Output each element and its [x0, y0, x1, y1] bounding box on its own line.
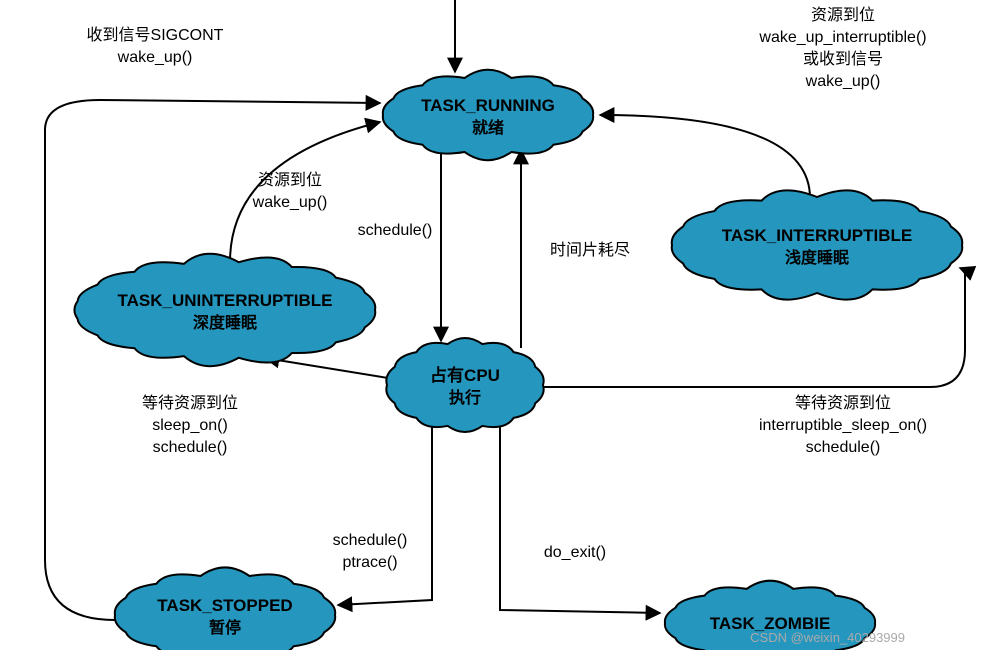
label-wakeup-res-2: wake_up(): [252, 194, 328, 211]
label-intwake-3: 或收到信号: [803, 50, 883, 68]
watermark: CSDN @weixin_40293999: [750, 630, 905, 645]
edge-doexit: [500, 425, 660, 613]
label-isleep-2: interruptible_sleep_on(): [759, 417, 927, 434]
node-cpu: 占有CPU 执行: [386, 338, 543, 432]
label-ptrace-1: schedule(): [333, 532, 408, 549]
label-intwake-4: wake_up(): [805, 73, 881, 90]
node-cpu-sub: 执行: [449, 388, 481, 407]
node-unint: TASK_UNINTERRUPTIBLE 深度睡眠: [74, 254, 375, 366]
label-sleep-3: schedule(): [153, 439, 228, 456]
label-wakeup-res-1: 资源到位: [258, 171, 322, 189]
label-sleep-1: 等待资源到位: [142, 394, 238, 412]
node-int-title: TASK_INTERRUPTIBLE: [722, 226, 912, 245]
node-unint-sub: 深度睡眠: [193, 313, 257, 332]
label-sigcont-2: wake_up(): [117, 49, 193, 66]
node-int-sub: 浅度睡眠: [785, 248, 849, 267]
node-running-title: TASK_RUNNING: [421, 96, 555, 115]
node-running: TASK_RUNNING 就绪: [383, 70, 593, 160]
node-running-sub: 就绪: [472, 118, 504, 137]
edge-ptrace: [338, 425, 432, 605]
nodes: TASK_RUNNING 就绪占有CPU 执行 TASK_UNINTERRUPTIBL…: [74, 70, 962, 650]
node-stopped-title: TASK_STOPPED: [157, 596, 292, 615]
label-doexit: do_exit(): [544, 544, 606, 561]
label-ptrace-2: ptrace(): [342, 554, 397, 571]
label-isleep-3: schedule(): [806, 439, 881, 456]
label-sigcont-1: 收到信号SIGCONT: [87, 26, 224, 44]
edge-sleepon: [265, 358, 388, 378]
edge-wakeup-unint: [230, 122, 380, 262]
node-int: TASK_INTERRUPTIBLE 浅度睡眠: [672, 190, 963, 299]
node-unint-title: TASK_UNINTERRUPTIBLE: [117, 291, 332, 310]
label-schedule: schedule(): [358, 222, 433, 239]
label-timeslice: 时间片耗尽: [550, 241, 630, 259]
label-intwake-2: wake_up_interruptible(): [758, 29, 926, 46]
label-intwake-1: 资源到位: [811, 6, 875, 24]
node-stopped: TASK_STOPPED 暂停: [115, 567, 335, 650]
state-diagram: 收到信号SIGCONT wake_up() 资源到位 wake_up() sch…: [0, 0, 997, 650]
label-isleep-1: 等待资源到位: [795, 394, 891, 412]
label-sleep-2: sleep_on(): [152, 417, 228, 434]
node-stopped-sub: 暂停: [209, 618, 241, 637]
node-cpu-title: 占有CPU: [430, 365, 500, 385]
edge-wakeup-int: [600, 115, 810, 198]
